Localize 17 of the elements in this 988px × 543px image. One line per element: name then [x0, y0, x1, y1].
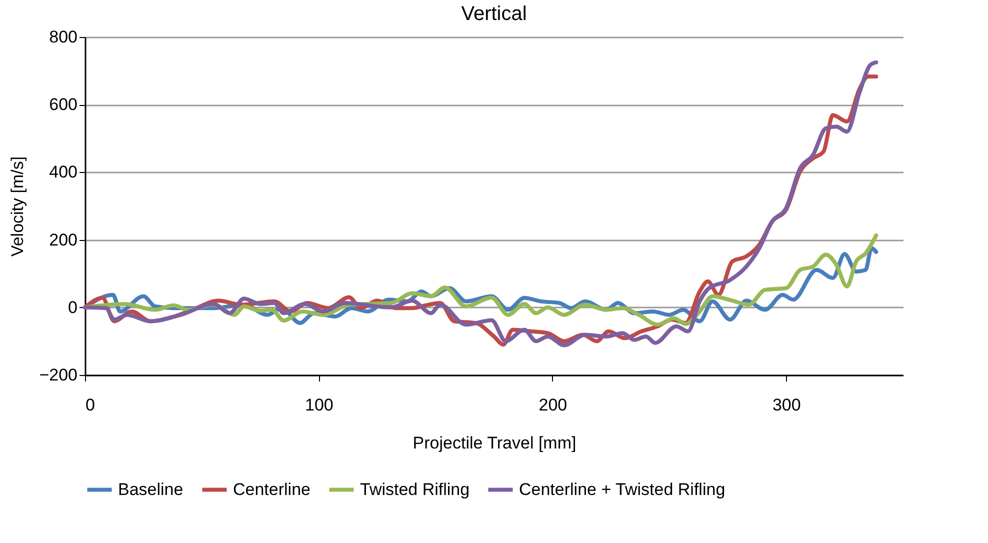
- legend-label: Centerline + Twisted Rifling: [519, 480, 726, 499]
- x-tick-label: 100: [305, 396, 334, 414]
- legend-label: Twisted Rifling: [360, 480, 470, 499]
- y-tick-label: 0: [68, 298, 78, 317]
- y-tick-label: 200: [49, 230, 78, 250]
- y-tick-label: 800: [49, 28, 78, 46]
- legend-label: Centerline: [233, 480, 310, 499]
- y-tick-label: 400: [49, 162, 78, 182]
- legend-label: Baseline: [118, 480, 184, 499]
- x-tick-label: 0: [86, 396, 95, 414]
- chart-title: Vertical: [461, 3, 527, 25]
- x-tick-label: 300: [772, 396, 801, 414]
- y-axis-title: Velocity [m/s]: [8, 156, 28, 257]
- x-tick-label: 200: [538, 396, 568, 414]
- y-tick-label: 600: [49, 95, 78, 114]
- x-axis-title: Projectile Travel [mm]: [412, 434, 576, 452]
- y-tick-label: −200: [39, 366, 78, 384]
